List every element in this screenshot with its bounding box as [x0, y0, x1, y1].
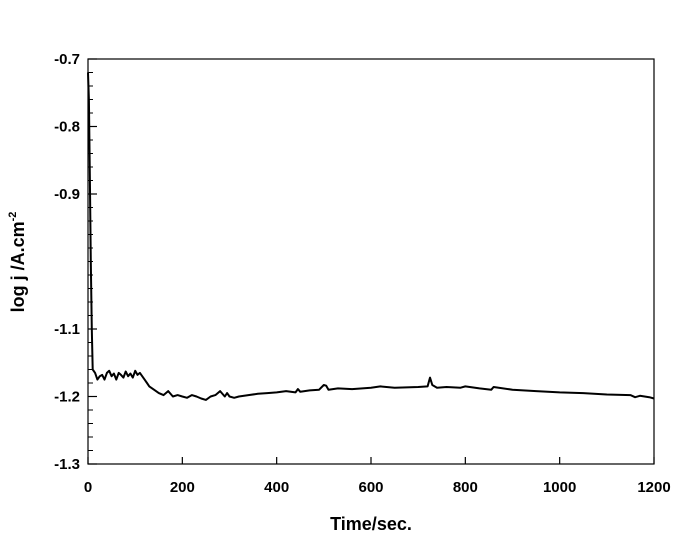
y-tick-label: -1.1	[54, 321, 80, 338]
x-tick-label: 0	[84, 479, 92, 496]
y-tick-label: -0.9	[54, 186, 80, 203]
y-axis-title-main: log j /A.cm	[8, 221, 28, 312]
series-line	[87, 72, 655, 401]
x-tick-label: 800	[453, 479, 478, 496]
x-tick-label: 400	[264, 479, 289, 496]
y-tick-label: -0.7	[54, 51, 80, 68]
x-tick-label: 600	[358, 479, 383, 496]
x-tick-label: 1000	[543, 479, 576, 496]
x-tick-label: 1200	[637, 479, 670, 496]
y-axis-title: log j /A.cm-2	[7, 212, 28, 313]
y-tick-label: -0.8	[54, 119, 80, 136]
x-axis-title: Time/sec.	[330, 514, 412, 534]
y-axis-ticks: -0.7 -0.8 -0.9 -1.1 -1.2 -1.3	[54, 51, 97, 473]
plot-frame	[87, 58, 655, 465]
y-axis-title-superscript: -2	[7, 212, 19, 222]
x-axis-ticks: 0 200 400 600 800 1000 1200	[84, 457, 671, 496]
y-tick-label: -1.3	[54, 456, 80, 473]
x-tick-label: 200	[170, 479, 195, 496]
y-tick-label: -1.2	[54, 389, 80, 406]
